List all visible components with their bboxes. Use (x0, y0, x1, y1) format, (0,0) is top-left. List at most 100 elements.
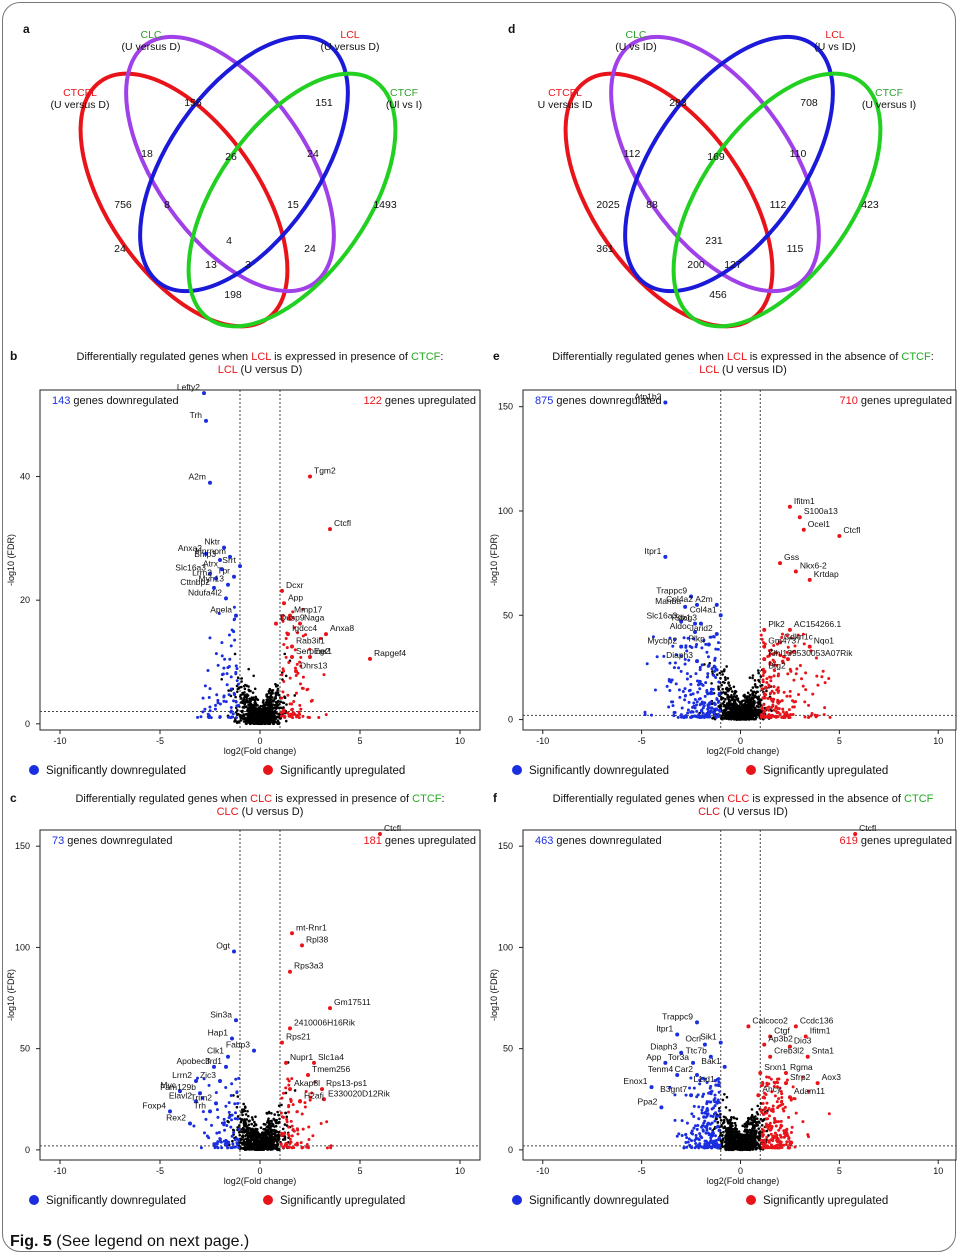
venn-count: 115 (787, 243, 804, 255)
ns-point (263, 722, 267, 725)
venn-set-name: LCL (825, 29, 844, 41)
up-point (788, 652, 792, 656)
ns-point (738, 1132, 741, 1136)
down-point (711, 687, 715, 691)
up-point (786, 645, 790, 649)
up-point (788, 1142, 792, 1146)
up-point (300, 686, 304, 690)
up-point (292, 699, 296, 703)
gene-label: Rps13-ps1 (326, 1078, 367, 1088)
ns-point (719, 1131, 722, 1135)
ns-point (751, 686, 755, 689)
gene-point (288, 969, 292, 974)
venn-ellipse-ctcf (186, 71, 398, 329)
up-point (319, 1121, 323, 1125)
up-point (827, 676, 831, 680)
gene-point (793, 569, 798, 574)
gene-label: 9530053A07Rik (792, 648, 853, 658)
ns-point (724, 712, 728, 716)
ns-point (243, 1105, 247, 1108)
x-tick-label: 0 (738, 736, 743, 746)
legend-down-label: Significantly downregulated (46, 765, 186, 777)
ns-point (732, 707, 736, 710)
ns-point (236, 1115, 240, 1118)
ns-point (728, 717, 731, 720)
ns-point (262, 1144, 266, 1148)
down-point (218, 702, 222, 706)
downregulated-points (196, 605, 241, 720)
x-tick-label: 5 (357, 1166, 362, 1176)
ns-point (233, 718, 237, 722)
ns-point (730, 1133, 733, 1137)
down-point (704, 681, 708, 685)
down-point (225, 1140, 229, 1144)
down-count-text: 73 genes downregulated (52, 835, 173, 847)
ns-point (725, 715, 728, 718)
gene-label: Anxa2 (178, 543, 202, 553)
down-point (698, 665, 702, 669)
title-part: : (931, 351, 934, 363)
gene-label: Apobec3 (176, 1056, 210, 1066)
down-point (687, 658, 691, 662)
ns-point (748, 1148, 752, 1152)
gene-point (762, 644, 767, 649)
up-point (281, 619, 285, 623)
down-point (214, 1091, 218, 1095)
gene-point (232, 574, 236, 579)
ns-point (751, 717, 755, 720)
up-point (768, 1114, 772, 1118)
up-point (769, 675, 773, 679)
ns-point (244, 1144, 247, 1147)
gene-point (698, 621, 703, 626)
ns-point (279, 700, 283, 703)
title-part: LCL (251, 351, 271, 363)
ns-point (736, 712, 740, 715)
ns-point (749, 1116, 753, 1119)
plot-title: Differentially regulated genes when LCL … (77, 351, 444, 363)
down-point (218, 714, 222, 718)
down-point (693, 697, 697, 701)
down-point (232, 1131, 236, 1135)
up-point (828, 715, 832, 719)
gene-point (178, 1089, 182, 1094)
down-point (237, 703, 241, 707)
plot-subtitle: LCL (U versus ID) (699, 364, 787, 376)
up-point (305, 1142, 309, 1146)
ns-point (268, 1119, 272, 1123)
up-point (764, 1117, 768, 1121)
gene-point (714, 632, 719, 637)
gene-point (252, 1048, 256, 1053)
gene-label: Plk2 (768, 619, 785, 629)
gene-point (298, 1099, 302, 1104)
gene-point (228, 554, 232, 559)
down-point (717, 699, 721, 703)
venn-set-name: CTCF (390, 87, 418, 99)
venn-count: 423 (861, 199, 879, 211)
up-point (297, 716, 301, 720)
ns-point (752, 1131, 756, 1134)
ns-point (281, 1127, 285, 1131)
up-point (280, 696, 284, 700)
up-point (775, 714, 779, 718)
ns-point (249, 1128, 253, 1132)
ns-point (266, 1125, 270, 1128)
down-point (676, 715, 680, 719)
down-point (679, 669, 683, 673)
up-point (801, 1075, 805, 1079)
venn-set-subtitle: (U vs ID) (615, 41, 656, 53)
up-count-text: 122 genes upregulated (363, 395, 476, 407)
ns-point (241, 1135, 245, 1139)
gene-point (288, 1026, 292, 1031)
down-point (217, 1130, 221, 1134)
legend-up-marker (746, 765, 756, 775)
ns-point (721, 702, 724, 705)
gene-point (204, 551, 208, 556)
plot-frame (522, 829, 957, 1161)
down-point (218, 1139, 222, 1143)
y-tick-label: 0 (508, 715, 513, 725)
down-point (712, 664, 716, 668)
ns-point (238, 715, 242, 718)
down-point (672, 666, 676, 670)
gene-label: Mycbp2 (647, 636, 677, 646)
up-point (311, 1134, 315, 1138)
